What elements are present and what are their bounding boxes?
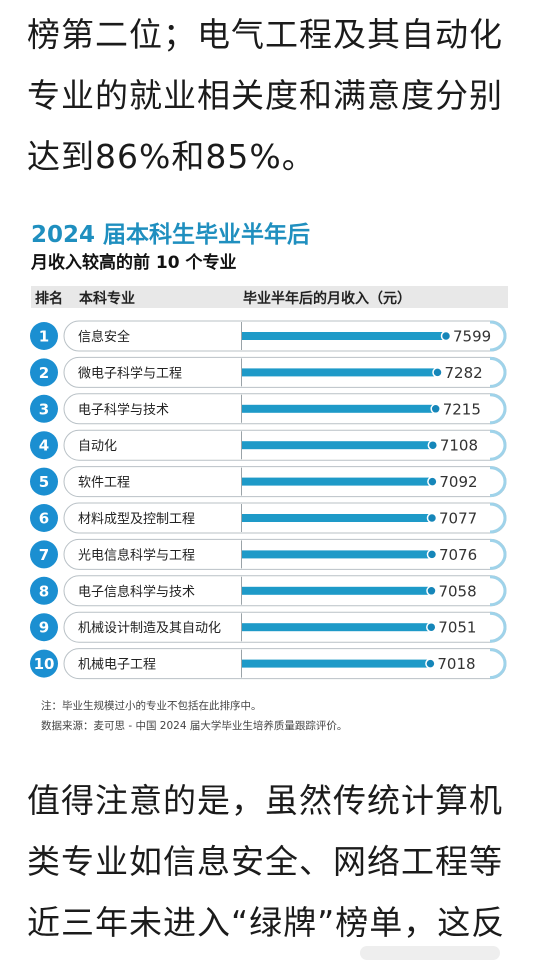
income-bar bbox=[242, 441, 433, 450]
rank-number: 8 bbox=[39, 582, 49, 600]
rank-badge bbox=[30, 504, 58, 532]
major-label: 光电信息科学与工程 bbox=[78, 547, 195, 563]
rank-number: 7 bbox=[39, 546, 49, 564]
figure-source: 数据来源：麦可思 - 中国 2024 届大学毕业生培养质量跟踪评价。 bbox=[41, 720, 348, 732]
major-label: 自动化 bbox=[78, 439, 117, 454]
rank-badge bbox=[30, 540, 58, 569]
row-pill-edge bbox=[489, 611, 507, 643]
income-value-label: 7282 bbox=[444, 364, 482, 382]
major-label: 微电子科学与工程 bbox=[78, 365, 182, 381]
rank-badge bbox=[30, 576, 58, 605]
rank-number: 1 bbox=[39, 328, 49, 346]
income-ranking-figure: 2024 届本科生毕业半年后 月收入较高的前 10 个专业 排名 本科专业 毕业… bbox=[28, 212, 512, 747]
row-pill-edge bbox=[489, 393, 507, 425]
rank-badge bbox=[30, 394, 58, 423]
major-label: 电子科学与技术 bbox=[78, 402, 169, 418]
row-pill-edge bbox=[489, 575, 507, 607]
rank-badge bbox=[30, 467, 58, 496]
figure-subtitle: 月收入较高的前 10 个专业 bbox=[31, 253, 237, 273]
income-bar-end bbox=[427, 439, 439, 451]
figure-title: 2024 届本科生毕业半年后 bbox=[31, 222, 311, 248]
row-pill-edge bbox=[489, 320, 507, 352]
row-pill-edge bbox=[489, 648, 507, 680]
row-pill-edge bbox=[489, 466, 507, 498]
rank-number: 10 bbox=[34, 655, 55, 673]
income-bar-end bbox=[430, 403, 441, 415]
income-bar-end bbox=[432, 367, 443, 378]
rank-number: 3 bbox=[39, 400, 49, 418]
income-bar bbox=[242, 586, 432, 595]
rank-badge bbox=[30, 322, 58, 350]
major-label: 电子信息科学与技术 bbox=[78, 584, 195, 600]
income-bar-end bbox=[440, 330, 452, 342]
income-bar-end bbox=[426, 549, 438, 560]
income-value-label: 7077 bbox=[439, 510, 477, 528]
income-bar bbox=[242, 477, 433, 486]
income-value-label: 7018 bbox=[437, 655, 475, 673]
income-value-label: 7058 bbox=[438, 582, 476, 600]
row-pill-edge bbox=[489, 429, 507, 461]
table-header: 排名 本科专业 毕业半年后的月收入（元） bbox=[31, 286, 508, 308]
major-label: 机械电子工程 bbox=[78, 658, 156, 673]
income-bar-end bbox=[425, 658, 436, 669]
income-value-label: 7215 bbox=[443, 400, 481, 418]
major-label: 材料成型及控制工程 bbox=[78, 512, 195, 527]
major-label: 信息安全 bbox=[78, 329, 130, 345]
article-paragraph-top: 榜第二位；电气工程及其自动化专业的就业相关度和满意度分别达到86%和85%。 bbox=[27, 15, 503, 176]
header-major: 本科专业 bbox=[79, 291, 135, 307]
income-value-label: 7076 bbox=[439, 546, 477, 564]
income-bar-end bbox=[426, 621, 437, 633]
income-bar bbox=[242, 659, 431, 668]
income-bar-end bbox=[426, 585, 437, 597]
income-bar-end bbox=[426, 512, 438, 524]
rank-number: 6 bbox=[39, 510, 49, 528]
rank-number: 4 bbox=[39, 437, 49, 455]
income-value-label: 7092 bbox=[439, 473, 477, 491]
income-bar bbox=[242, 404, 436, 413]
income-value-label: 7051 bbox=[438, 619, 476, 637]
row-pill-edge bbox=[489, 356, 507, 388]
income-bar bbox=[242, 514, 432, 522]
income-bar bbox=[242, 623, 432, 632]
row-pill-edge bbox=[489, 502, 507, 534]
rank-number: 9 bbox=[39, 619, 49, 637]
article-paragraph-bottom: 值得注意的是，虽然传统计算机类专业如信息安全、网络工程等近三年未进入“绿牌”榜单… bbox=[27, 781, 506, 942]
row-pill-edge bbox=[489, 538, 507, 570]
income-bar bbox=[242, 368, 438, 377]
bottom-toolbar-pill[interactable] bbox=[360, 946, 500, 960]
income-bar bbox=[242, 550, 432, 559]
major-label: 机械设计制造及其自动化 bbox=[78, 621, 221, 636]
rank-number: 2 bbox=[39, 364, 49, 382]
income-bar bbox=[242, 332, 446, 340]
rank-badge bbox=[30, 358, 58, 387]
income-value-label: 7599 bbox=[453, 328, 491, 346]
major-label: 软件工程 bbox=[78, 476, 130, 491]
rank-badge bbox=[30, 649, 58, 678]
rank-number: 5 bbox=[39, 473, 49, 491]
header-income: 毕业半年后的月收入（元） bbox=[243, 291, 411, 307]
rank-badge bbox=[30, 431, 58, 460]
income-bar-end bbox=[427, 476, 438, 487]
rank-badge bbox=[30, 613, 58, 642]
income-value-label: 7108 bbox=[440, 437, 478, 455]
figure-note: 注：毕业生规模过小的专业不包括在此排序中。 bbox=[41, 700, 262, 712]
header-rank: 排名 bbox=[35, 291, 63, 307]
